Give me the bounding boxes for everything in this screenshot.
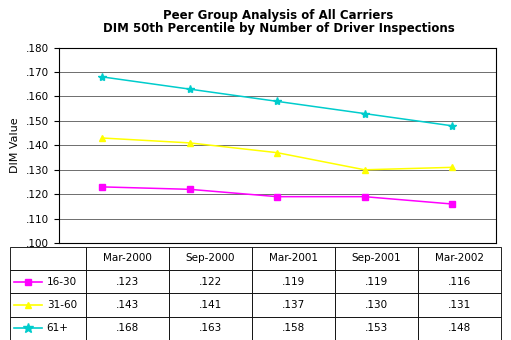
Text: Sep-2001: Sep-2001 [352,253,401,263]
Text: .130: .130 [365,300,388,310]
Text: Peer Group Analysis of All Carriers: Peer Group Analysis of All Carriers [164,8,393,21]
Bar [86,270,169,293]
Bar [418,246,501,270]
Bar [335,317,418,340]
Text: .141: .141 [199,300,222,310]
Text: .153: .153 [365,323,388,333]
Bar [10,317,86,340]
Text: .163: .163 [199,323,222,333]
Text: .123: .123 [116,276,140,287]
Bar [10,293,86,317]
Text: 61+: 61+ [47,323,68,333]
Text: .168: .168 [116,323,140,333]
Text: .137: .137 [282,300,305,310]
Bar [86,317,169,340]
Text: .119: .119 [282,276,305,287]
Bar [252,293,335,317]
Bar [169,246,252,270]
Bar [418,270,501,293]
Text: Sep-2000: Sep-2000 [186,253,236,263]
Bar [169,317,252,340]
Bar [169,270,252,293]
Bar [86,293,169,317]
Text: .122: .122 [199,276,222,287]
Bar [10,246,86,270]
Text: .131: .131 [448,300,471,310]
Y-axis label: DIM Value: DIM Value [10,118,20,173]
Bar [252,317,335,340]
Text: Mar-2001: Mar-2001 [269,253,318,263]
Text: DIM 50th Percentile by Number of Driver Inspections: DIM 50th Percentile by Number of Driver … [103,22,454,35]
Text: 31-60: 31-60 [47,300,77,310]
Bar [252,270,335,293]
Bar [335,270,418,293]
Bar [335,246,418,270]
Text: .119: .119 [365,276,388,287]
Bar [418,317,501,340]
Bar [252,246,335,270]
Text: .158: .158 [282,323,305,333]
Bar [10,270,86,293]
Bar [418,293,501,317]
Text: .143: .143 [116,300,140,310]
Text: Mar-2000: Mar-2000 [103,253,152,263]
Text: .148: .148 [448,323,471,333]
Text: Mar-2002: Mar-2002 [435,253,484,263]
Bar [169,293,252,317]
Text: .116: .116 [448,276,471,287]
Text: 16-30: 16-30 [47,276,77,287]
Bar [335,293,418,317]
Bar [86,246,169,270]
